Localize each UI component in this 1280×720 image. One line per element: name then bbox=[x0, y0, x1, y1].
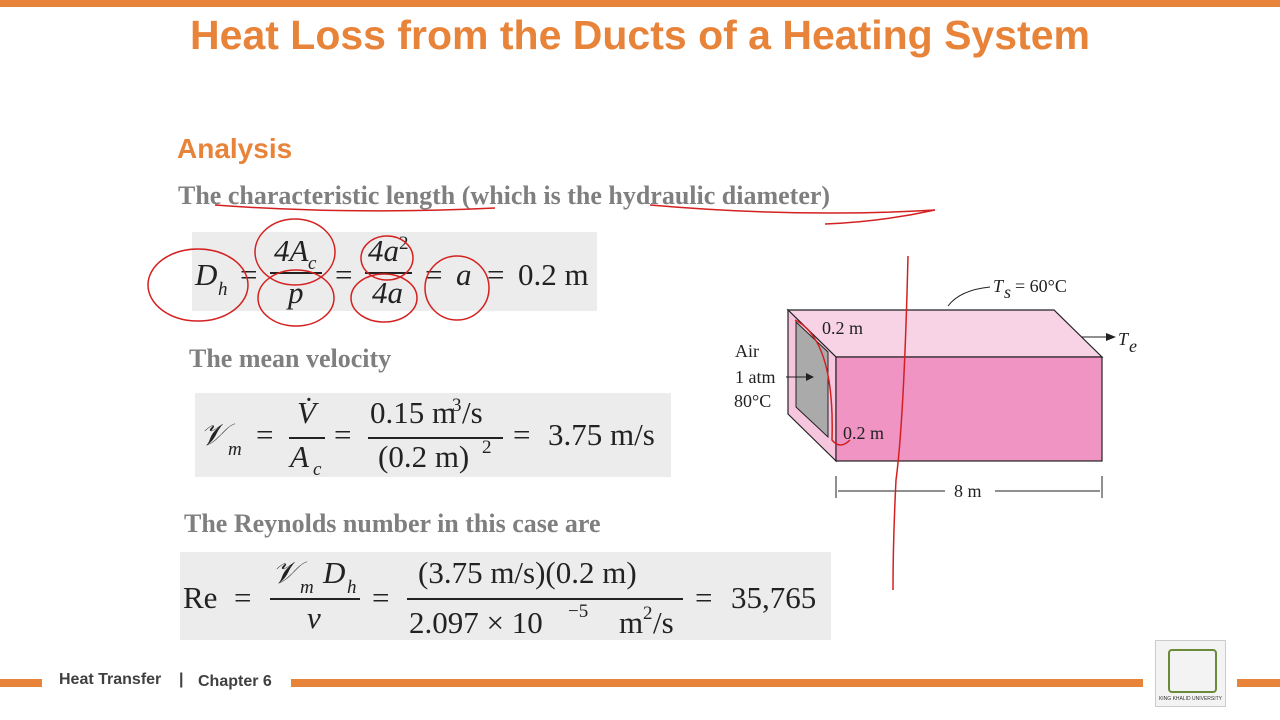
eq-token: (0.2 m) bbox=[378, 439, 470, 474]
eq-token: V̇ bbox=[297, 395, 316, 430]
eq-token: D bbox=[323, 555, 346, 590]
arrow-head bbox=[1106, 333, 1116, 341]
equation-box bbox=[180, 552, 831, 640]
eq-sub: c bbox=[308, 253, 317, 274]
arrow-head bbox=[806, 373, 814, 381]
eq-token: = bbox=[240, 257, 258, 292]
underline bbox=[649, 204, 936, 225]
fraction-bar bbox=[365, 272, 412, 274]
eq-token: 3.75 m/s bbox=[548, 417, 655, 452]
eq-token: 0.15 m bbox=[370, 395, 457, 430]
equation-box bbox=[195, 393, 671, 477]
step-heading: The Reynolds number in this case are bbox=[184, 509, 601, 538]
eq-token: 4A bbox=[274, 233, 309, 268]
footer-rule bbox=[291, 679, 1143, 687]
footer-chapter: Chapter 6 bbox=[198, 673, 272, 690]
eq-token: 2.097 × 10 bbox=[409, 605, 543, 640]
top-rule bbox=[0, 0, 1280, 7]
fig-label: T bbox=[993, 276, 1005, 296]
eq-token: 𝒱 bbox=[272, 555, 298, 590]
eq-sup: 2 bbox=[482, 437, 492, 458]
eq-token: D bbox=[195, 257, 218, 292]
eq-token: (3.75 m/s)(0.2 m) bbox=[418, 555, 637, 590]
fig-sub: s bbox=[1004, 282, 1011, 302]
fig-label: 80°C bbox=[734, 391, 771, 411]
eq-token: = bbox=[425, 257, 443, 292]
section-heading: Analysis bbox=[177, 133, 293, 164]
university-logo: KING KHALID UNIVERSITY bbox=[1155, 640, 1226, 707]
fig-label: 1 atm bbox=[735, 367, 776, 387]
eq-token: 0.2 m bbox=[518, 257, 589, 292]
underline bbox=[214, 204, 496, 212]
ink-annotations bbox=[147, 204, 936, 591]
circle bbox=[254, 218, 336, 286]
eq-token: = bbox=[234, 580, 252, 615]
fraction-bar bbox=[368, 437, 503, 439]
eq-token: ν bbox=[307, 600, 321, 635]
eq-token: Re bbox=[183, 580, 218, 615]
fraction-bar bbox=[270, 598, 360, 600]
stroke bbox=[892, 255, 909, 591]
fig-label: 0.2 m bbox=[843, 423, 884, 443]
eq-token: = bbox=[695, 580, 713, 615]
fig-label: = 60°C bbox=[1015, 276, 1067, 296]
fig-label: T bbox=[1118, 329, 1130, 349]
fraction-bar bbox=[289, 437, 325, 439]
slide-title: Heat Loss from the Ducts of a Heating Sy… bbox=[190, 12, 1090, 58]
leader bbox=[947, 286, 991, 307]
eq-token: a bbox=[456, 257, 472, 292]
eq-token: = bbox=[334, 417, 352, 452]
eq-sub: c bbox=[313, 459, 322, 480]
circle bbox=[257, 269, 335, 327]
fig-sub: e bbox=[1129, 336, 1137, 356]
eq-sup: 3 bbox=[452, 395, 462, 416]
eq-sup: −5 bbox=[568, 601, 589, 622]
eq-token: /s bbox=[462, 395, 483, 430]
footer-separator: | bbox=[179, 671, 184, 688]
eq-token: m bbox=[619, 605, 644, 640]
footer-rule bbox=[1237, 679, 1280, 687]
eq-token: p bbox=[288, 275, 304, 310]
eq-token: 𝒱 bbox=[200, 417, 226, 452]
eq-token: = bbox=[372, 580, 390, 615]
eq-sub: h bbox=[347, 577, 357, 598]
eq-sup: 2 bbox=[399, 233, 409, 254]
eq-sub: m bbox=[228, 439, 242, 460]
fraction-bar bbox=[407, 598, 683, 600]
circle bbox=[360, 235, 414, 281]
fig-label: Air bbox=[735, 341, 759, 361]
eq-token: = bbox=[513, 417, 531, 452]
eq-token: /s bbox=[653, 605, 674, 640]
logo-mark bbox=[1168, 649, 1217, 693]
duct-front bbox=[835, 356, 1103, 462]
step-heading: The mean velocity bbox=[189, 344, 392, 373]
fraction-bar bbox=[270, 272, 322, 274]
step-heading: The characteristic length (which is the … bbox=[178, 181, 831, 210]
eq-token: A bbox=[290, 439, 309, 474]
circle bbox=[350, 273, 418, 323]
eq-sup: 2 bbox=[643, 603, 653, 624]
fig-label: 0.2 m bbox=[822, 318, 863, 338]
circle bbox=[147, 248, 249, 322]
eq-sub: m bbox=[300, 577, 314, 598]
eq-token: = bbox=[256, 417, 274, 452]
footer-course: Heat Transfer bbox=[59, 671, 162, 688]
logo-text: KING KHALID UNIVERSITY bbox=[1158, 696, 1223, 702]
eq-token: 35,765 bbox=[731, 580, 817, 615]
eq-sub: h bbox=[218, 279, 228, 300]
circle bbox=[424, 255, 490, 321]
eq-token: 4a bbox=[372, 275, 403, 310]
equation-box bbox=[192, 232, 597, 311]
fig-label: 8 m bbox=[954, 481, 982, 501]
stroke bbox=[794, 319, 851, 446]
eq-token: = bbox=[335, 257, 353, 292]
eq-token: = bbox=[487, 257, 505, 292]
footer-rule bbox=[0, 679, 42, 687]
